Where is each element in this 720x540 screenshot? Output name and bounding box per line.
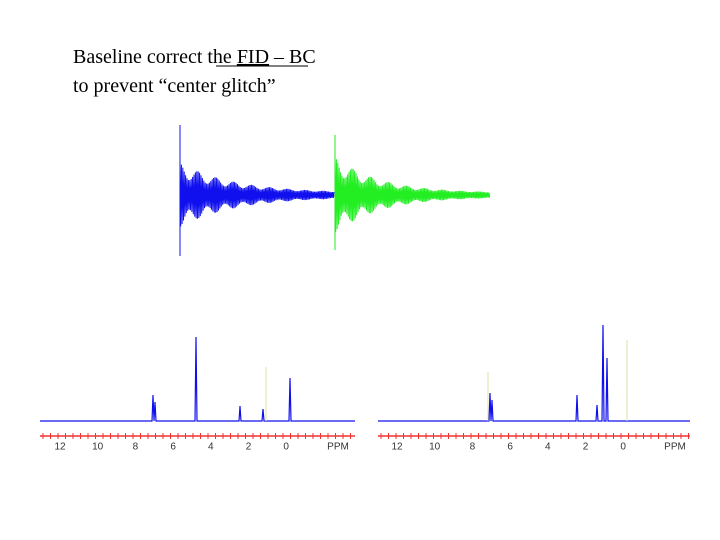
axis-label: 8	[133, 442, 139, 453]
fid-trace	[179, 162, 335, 227]
spectrum-trace	[40, 336, 355, 422]
axis-label: 0	[283, 442, 289, 453]
axis-label: 6	[170, 442, 176, 453]
axis-label: 2	[583, 442, 589, 453]
axis-label: 2	[246, 442, 252, 453]
axis-label: 4	[208, 442, 214, 453]
heading-line-1: Baseline correct the FID – BC	[73, 46, 316, 68]
axis-label: 6	[507, 442, 513, 453]
axis-label: 8	[470, 442, 476, 453]
axis-unit: PPM	[664, 442, 686, 453]
axis-label: 10	[92, 442, 104, 453]
heading-text: Baseline correct the	[73, 46, 237, 68]
fid-plot	[179, 125, 491, 256]
spectrum-trace	[378, 324, 690, 422]
fid-trace	[334, 156, 491, 233]
axis-label: 4	[545, 442, 551, 453]
axis-label: 12	[391, 442, 403, 453]
axis-label: 0	[620, 442, 626, 453]
heading-line-2: to prevent “center glitch”	[73, 75, 276, 97]
axis-label: 12	[54, 442, 66, 453]
spectra: 12 10 8 6 4 2 0 PPM 12 10 8 6 4 2 0 PPM	[40, 324, 690, 453]
axis-unit: PPM	[327, 442, 349, 453]
heading-underlined: FID	[237, 46, 269, 68]
heading-text: – BC	[269, 46, 316, 68]
axis-label: 10	[429, 442, 441, 453]
